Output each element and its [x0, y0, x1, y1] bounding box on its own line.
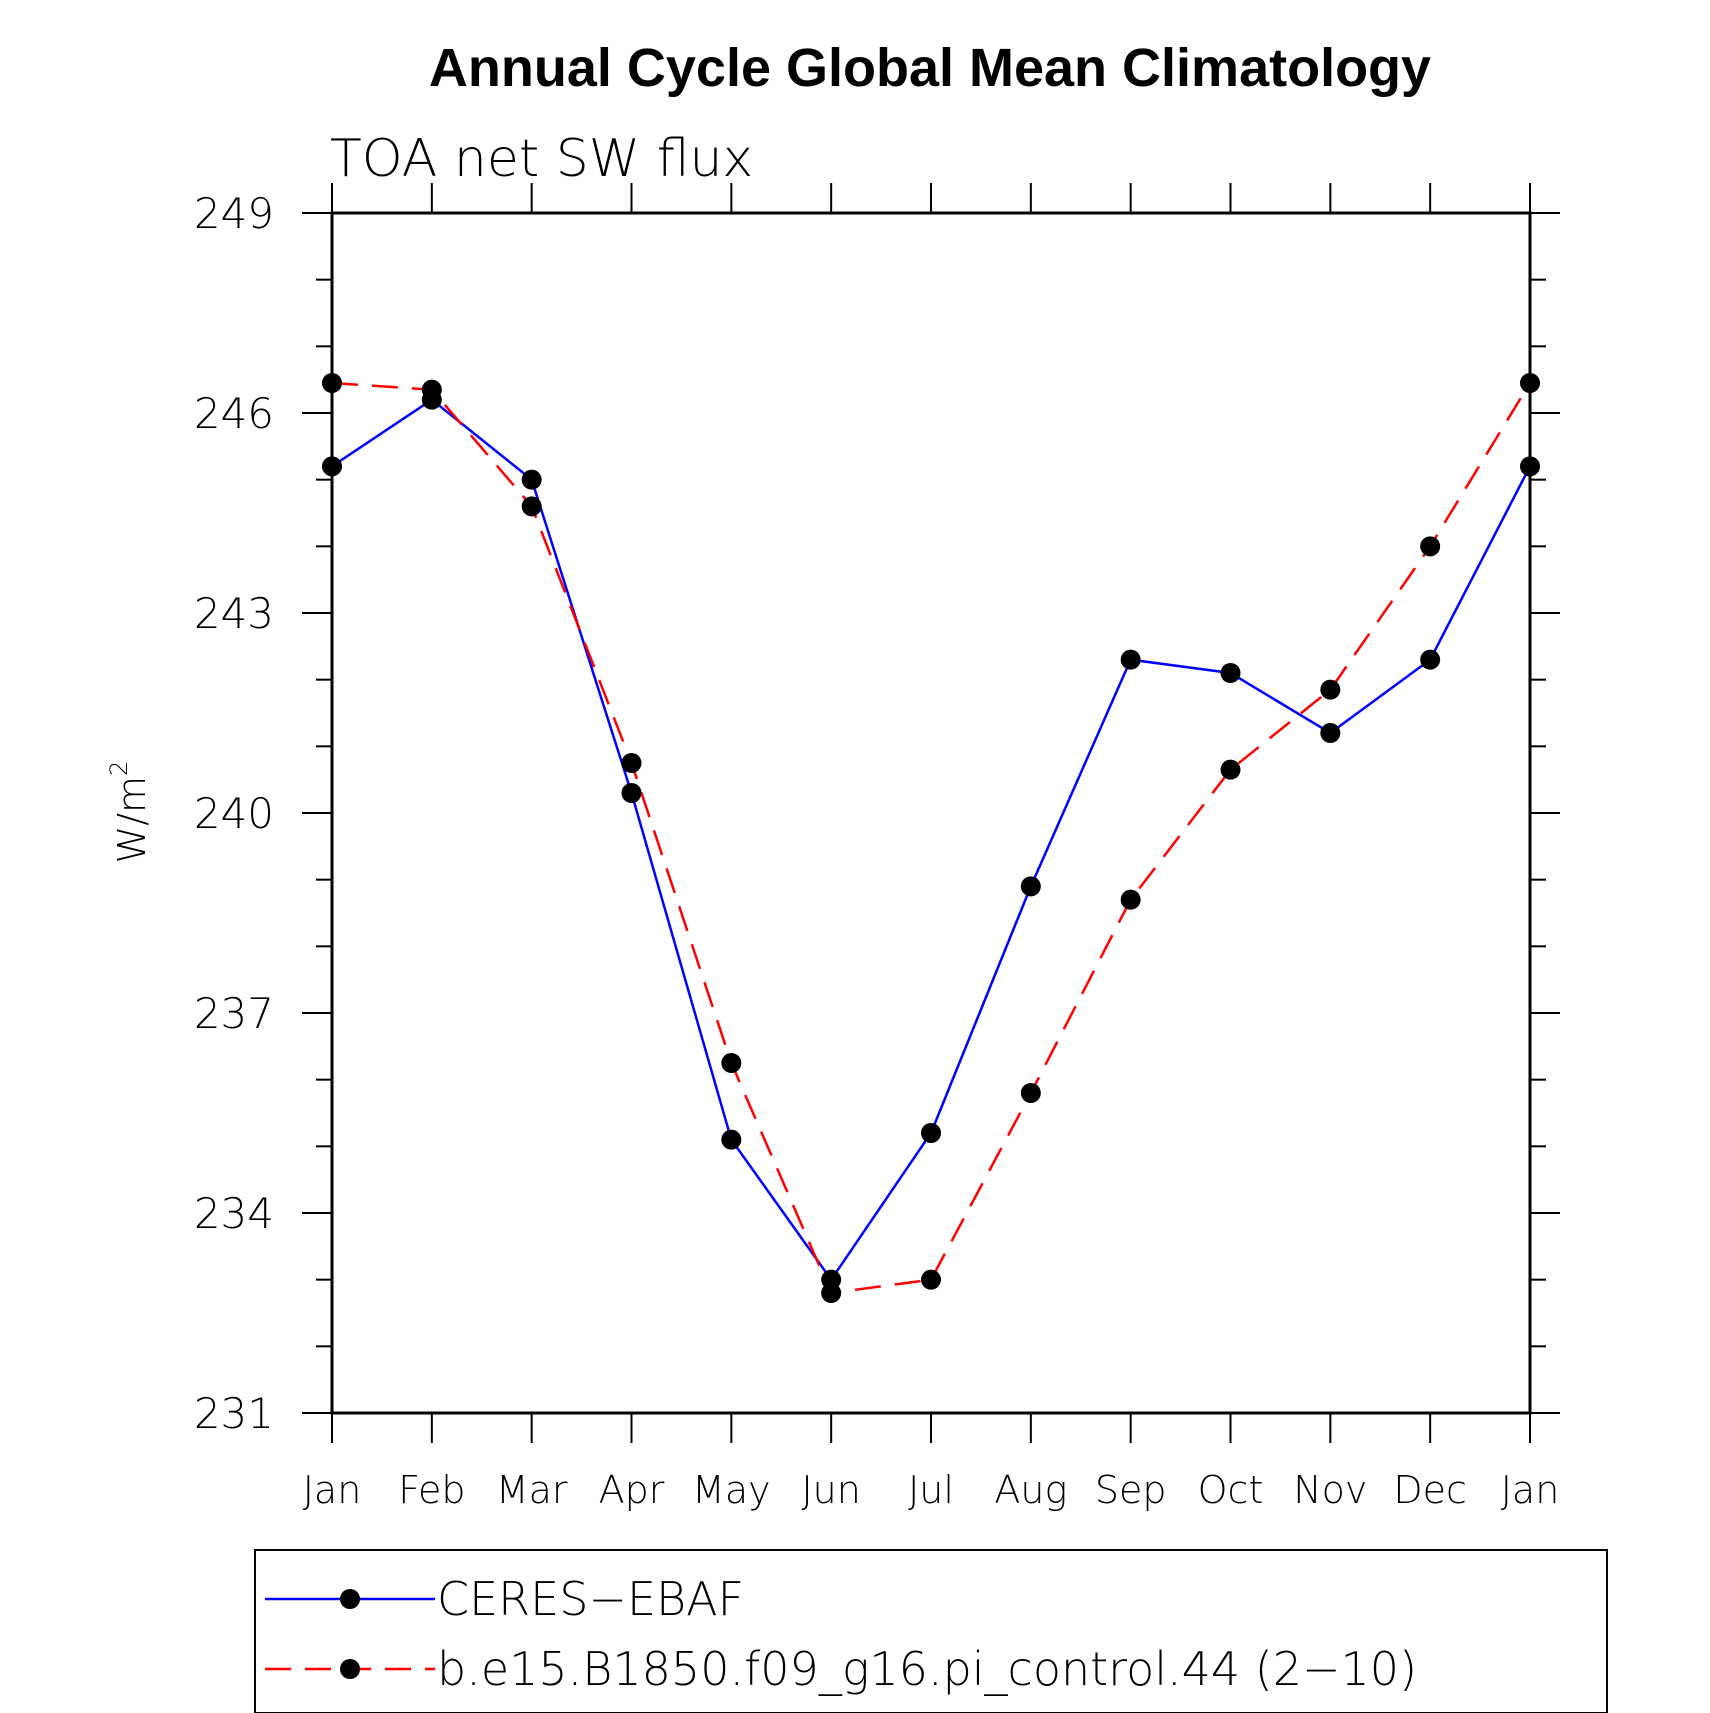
legend-label-0: CERES−EBAF [437, 1572, 744, 1626]
series-point-1 [521, 496, 542, 517]
plot-area-frame [330, 211, 1532, 1415]
y-tick-label: 240 [194, 789, 274, 838]
series-point-0 [921, 1123, 941, 1143]
series-point-0 [1120, 649, 1141, 670]
legend: CERES−EBAF b.e15.B1850.f09_g16.pi_control… [265, 1572, 1417, 1696]
legend-label-1: b.e15.B1850.f09_g16.pi_control.44 (2−10) [437, 1642, 1417, 1696]
series-point-1 [621, 753, 642, 773]
x-tick-label: Jan [1501, 1468, 1560, 1512]
y-tick-label: 237 [194, 989, 274, 1038]
x-tick-label: Jun [801, 1468, 860, 1512]
y-axis-label: W/m2 [105, 761, 154, 864]
y-tick-label: 249 [194, 189, 274, 238]
series-layer [322, 373, 1540, 1303]
series-point-1 [1320, 679, 1341, 700]
x-tick-label: Apr [599, 1468, 665, 1512]
series-point-1 [821, 1283, 842, 1303]
x-tick-label: Sep [1095, 1468, 1167, 1512]
series-point-1 [421, 379, 442, 400]
x-tick-label: Aug [994, 1468, 1067, 1512]
series-line-1 [331, 381, 1532, 1295]
series-point-0 [721, 1129, 742, 1150]
series-point-1 [1420, 536, 1441, 557]
y-tick-label: 231 [194, 1389, 274, 1438]
x-tick-label: Jan [303, 1468, 362, 1512]
series-point-0 [1220, 663, 1241, 683]
x-tick-label: Jul [908, 1468, 954, 1512]
y-tick-label: 234 [194, 1189, 274, 1238]
y-tick-label: 243 [194, 589, 274, 638]
legend-marker-0 [340, 1589, 360, 1609]
y-tick-label: 246 [194, 389, 274, 438]
series-point-0 [322, 456, 342, 477]
series-point-1 [721, 1053, 742, 1073]
x-axis-ticks: Jan Feb Mar Apr May Jun Jul Aug Sep Oct Nov Dec Jan [303, 183, 1560, 1512]
y-axis-label-superscript: 2 [105, 761, 133, 776]
series-point-0 [1420, 649, 1441, 670]
series-point-0 [1520, 456, 1540, 477]
y-axis-label-base: W/m [110, 776, 154, 863]
x-tick-label: May [692, 1468, 771, 1512]
series-point-0 [521, 469, 542, 490]
series-point-1 [1220, 759, 1241, 780]
series-point-0 [1020, 876, 1041, 897]
series-point-1 [1520, 373, 1540, 393]
series-point-0 [1320, 723, 1341, 743]
series-line-0 [331, 398, 1532, 1282]
y-axis-ticks: 231 234 237 240 243 246 249 [194, 189, 1560, 1438]
series-point-1 [1020, 1083, 1041, 1103]
x-tick-label: Nov [1293, 1468, 1367, 1512]
series-point-1 [921, 1269, 941, 1290]
x-tick-label: Dec [1393, 1468, 1467, 1512]
chart-subtitle: TOA net SW flux [330, 129, 753, 189]
x-tick-label: Oct [1198, 1468, 1264, 1512]
legend-box [254, 1549, 1608, 1713]
legend-marker-1 [340, 1659, 360, 1679]
x-tick-label: Feb [398, 1468, 465, 1512]
series-point-1 [322, 373, 342, 393]
series-point-0 [621, 783, 642, 803]
series-point-1 [1120, 889, 1141, 910]
chart-title: Annual Cycle Global Mean Climatology [429, 38, 1431, 98]
x-tick-label: Mar [496, 1468, 568, 1512]
